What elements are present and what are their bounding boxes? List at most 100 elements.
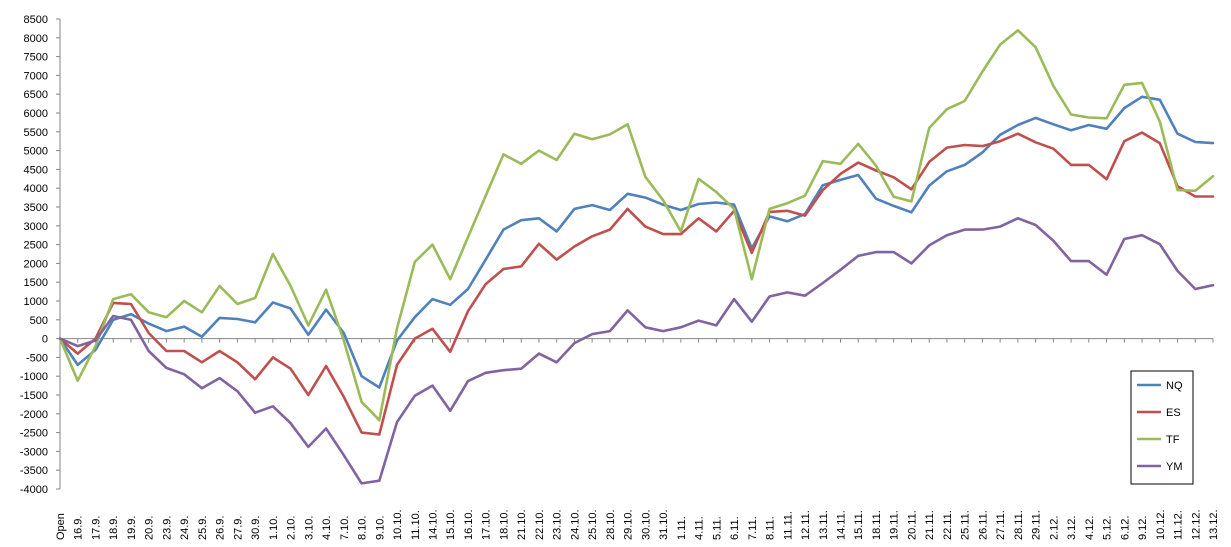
x-tick-label: 15.11. (853, 510, 865, 540)
y-tick-label: -2500 (20, 428, 48, 440)
x-tick-label: 30.9. (250, 516, 262, 540)
x-tick-label: 9.12. (1137, 516, 1149, 540)
x-tick-label: 16.10. (463, 509, 475, 540)
x-tick-label: 8.10. (357, 516, 369, 540)
x-tick-label: 11.10. (410, 510, 422, 540)
x-tick-label: 18.10. (498, 509, 510, 540)
x-tick-label: 14.11. (835, 510, 847, 540)
x-tick-label: 13.12. (1208, 509, 1220, 540)
y-tick-label: 6500 (24, 89, 48, 101)
x-tick-label: 17.9. (90, 516, 102, 540)
x-tick-label: 4.10. (321, 516, 333, 540)
y-tick-label: -500 (26, 352, 48, 364)
x-tick-label: 8.11. (765, 516, 777, 540)
series-line-es (58, 131, 1215, 436)
x-tick-label: 29.11. (1031, 510, 1043, 540)
x-tick-label: 6.12. (1119, 516, 1131, 540)
x-tick-label: 1.10. (268, 516, 280, 540)
x-tick-label: 17.10. (481, 509, 493, 540)
x-tick-label: 22.10. (534, 509, 546, 540)
x-tick-label: 29.10. (623, 509, 635, 540)
x-tick-label: 21.10. (516, 509, 528, 540)
x-tick-label: 1.11. (676, 516, 688, 540)
x-axis: Open 16.9. 17.9. 18.9. 19.9. 20.9. 23.9. 24.9. 2… (55, 338, 1220, 540)
y-tick-label: -2000 (20, 409, 48, 421)
series-line-ym (58, 217, 1215, 485)
y-tick-label: -3500 (20, 465, 48, 477)
x-tick-label: 7.10. (339, 516, 351, 540)
y-tick-label: -4000 (20, 484, 48, 496)
y-tick-label: 4000 (24, 183, 48, 195)
x-tick-label: 6.11. (729, 516, 741, 540)
y-tick-label: 1000 (24, 296, 48, 308)
x-tick-label: 11.12. (1173, 510, 1185, 540)
x-tick-label: 19.9. (126, 516, 138, 540)
x-tick-label: 21.11. (924, 510, 936, 540)
x-tick-label: 2.12. (1048, 516, 1060, 540)
x-tick-label: 5.11. (711, 516, 723, 540)
x-tick-label: 7.11. (747, 516, 759, 540)
x-tick-label: 27.11. (995, 510, 1007, 540)
x-tick-label: 4.12. (1084, 516, 1096, 540)
y-tick-label: 7500 (24, 52, 48, 64)
x-tick-label: 26.11. (977, 510, 989, 540)
x-tick-label: 12.12. (1190, 509, 1202, 540)
legend-label-es: ES (1166, 407, 1181, 419)
y-tick-label: -1000 (20, 371, 48, 383)
x-tick-label: 19.11. (889, 510, 901, 540)
y-tick-label: 3500 (24, 202, 48, 214)
x-tick-label: 28.10. (605, 509, 617, 540)
x-tick-label: 4.11. (694, 516, 706, 540)
y-tick-label: 7000 (24, 70, 48, 82)
x-tick-label: 24.10. (569, 509, 581, 540)
x-tick-label: 14.10. (428, 509, 440, 540)
y-tick-label: 2000 (24, 258, 48, 270)
x-tick-label: 25.11. (960, 510, 972, 540)
x-tick-label: 12.11. (800, 510, 812, 540)
y-tick-label: 8500 (24, 14, 48, 26)
x-tick-label: 15.10. (445, 509, 457, 540)
x-tick-label: 3.12. (1066, 516, 1078, 540)
x-tick-label: 2.10. (286, 516, 298, 540)
y-tick-label: 1500 (24, 277, 48, 289)
x-tick-label: 25.9. (197, 516, 209, 540)
legend-label-nq: NQ (1166, 380, 1183, 392)
x-tick-label: 20.9. (144, 516, 156, 540)
y-tick-label: 3000 (24, 221, 48, 233)
legend-label-tf: TF (1166, 434, 1180, 446)
y-tick-label: 2500 (24, 240, 48, 252)
x-tick-label: 11.11. (782, 511, 794, 540)
legend-label-ym: YM (1166, 461, 1183, 473)
y-tick-label: 5500 (24, 127, 48, 139)
x-tick-label: 16.9. (73, 516, 85, 540)
y-tick-label: 6000 (24, 108, 48, 120)
x-tick-label: 24.9. (179, 516, 191, 540)
x-tick-label: 13.11. (818, 510, 830, 540)
y-tick-label: -1500 (20, 390, 48, 402)
x-tick-label: 31.10. (658, 509, 670, 540)
x-tick-label: 5.12. (1102, 516, 1114, 540)
x-tick-label: 28.11. (1013, 510, 1025, 540)
series-line-nq (58, 95, 1215, 389)
x-tick-label: 22.11. (942, 510, 954, 540)
x-tick-label: 18.11. (871, 510, 883, 540)
x-tick-label: 25.10. (587, 509, 599, 540)
x-tick-label: 18.9. (108, 516, 120, 540)
y-tick-label: -3000 (20, 446, 48, 458)
x-tick-label: 23.10. (552, 509, 564, 540)
x-tick-label: 9.10. (374, 516, 386, 540)
legend: NQ ES TF YM (1130, 370, 1194, 485)
y-tick-label: 8000 (24, 33, 48, 45)
x-tick-label: 10.10. (392, 509, 404, 540)
series-line-tf (58, 28, 1215, 422)
x-tick-label: Open (55, 513, 67, 540)
x-tick-label: 27.9. (232, 516, 244, 540)
y-axis: -4000 -3500 -3000 -2500 -2000 -1500 -1000 -500 0… (20, 14, 61, 496)
y-tick-label: 4500 (24, 164, 48, 176)
x-tick-label: 3.10. (303, 516, 315, 540)
plot-area (58, 28, 1215, 485)
y-tick-label: 500 (30, 315, 48, 327)
x-tick-label: 26.9. (215, 516, 227, 540)
x-tick-label: 30.10. (640, 509, 652, 540)
